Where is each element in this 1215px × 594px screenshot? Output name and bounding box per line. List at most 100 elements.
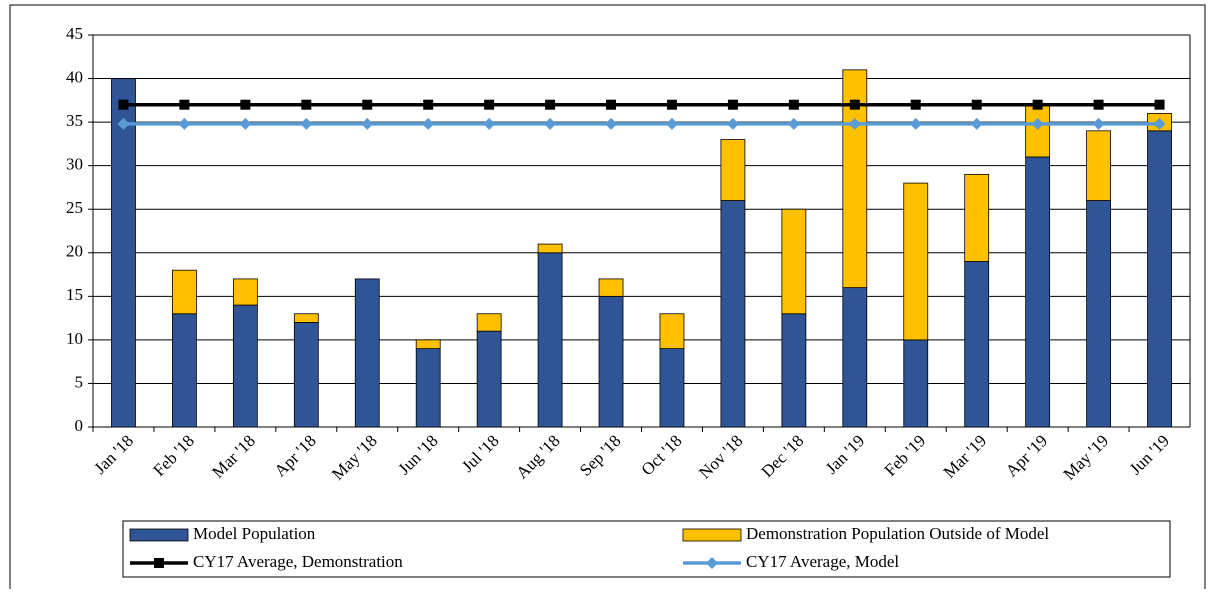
marker bbox=[910, 99, 921, 110]
bar bbox=[781, 313, 807, 428]
marker bbox=[727, 99, 738, 110]
marker bbox=[240, 99, 251, 110]
marker bbox=[1031, 117, 1044, 130]
x-tick-label: Oct '18 bbox=[638, 431, 686, 479]
y-tick-label: 30 bbox=[66, 155, 83, 174]
marker bbox=[605, 117, 618, 130]
marker bbox=[970, 117, 983, 130]
bar bbox=[415, 348, 441, 428]
x-tick-label: May '18 bbox=[328, 431, 381, 484]
bar bbox=[903, 339, 929, 428]
x-tick-label: Jan '19 bbox=[822, 431, 869, 478]
marker bbox=[909, 117, 922, 130]
marker bbox=[788, 99, 799, 110]
y-tick-label: 25 bbox=[66, 198, 83, 217]
bar bbox=[1147, 130, 1172, 428]
marker bbox=[787, 117, 800, 130]
marker bbox=[301, 99, 312, 110]
marker bbox=[1092, 117, 1105, 130]
legend-marker bbox=[706, 557, 718, 569]
bar bbox=[1086, 200, 1111, 428]
bar bbox=[537, 243, 563, 254]
marker bbox=[1153, 117, 1166, 130]
marker bbox=[544, 117, 557, 130]
x-tick-label: Mar '19 bbox=[940, 431, 991, 482]
y-tick-label: 45 bbox=[66, 24, 83, 43]
x-tick-label: Apr '18 bbox=[271, 431, 320, 480]
marker bbox=[545, 99, 556, 110]
bar bbox=[1086, 130, 1111, 201]
y-tick-label: 10 bbox=[66, 329, 83, 348]
x-tick-label: Jul '18 bbox=[458, 431, 503, 476]
bar bbox=[720, 200, 746, 428]
x-tick-label: May '19 bbox=[1060, 431, 1113, 484]
bar bbox=[172, 269, 197, 315]
x-tick-label: Dec '18 bbox=[757, 431, 807, 481]
marker bbox=[423, 99, 434, 110]
marker bbox=[1154, 99, 1165, 110]
marker bbox=[239, 117, 252, 130]
legend-marker bbox=[154, 558, 164, 568]
bar bbox=[476, 330, 502, 428]
bar bbox=[964, 173, 990, 262]
x-tick-label: Jun '19 bbox=[1126, 431, 1173, 478]
x-tick-label: Sep '18 bbox=[576, 431, 625, 480]
legend-label: CY17 Average, Demonstration bbox=[193, 552, 403, 571]
marker bbox=[300, 117, 313, 130]
bar bbox=[1025, 156, 1051, 428]
marker bbox=[665, 117, 678, 130]
bar bbox=[232, 278, 258, 306]
marker bbox=[971, 99, 982, 110]
bar bbox=[172, 313, 197, 428]
bar bbox=[232, 304, 258, 428]
bar bbox=[537, 252, 563, 428]
y-tick-label: 40 bbox=[66, 67, 83, 86]
marker bbox=[606, 99, 617, 110]
y-tick-label: 20 bbox=[66, 242, 83, 261]
x-tick-label: Apr '19 bbox=[1002, 431, 1051, 480]
y-tick-label: 5 bbox=[75, 372, 84, 391]
marker bbox=[179, 99, 190, 110]
x-tick-label: Feb '19 bbox=[881, 431, 930, 480]
legend-label: CY17 Average, Model bbox=[746, 552, 899, 571]
marker bbox=[848, 117, 861, 130]
marker bbox=[849, 99, 860, 110]
chart-frame bbox=[9, 4, 1206, 594]
x-tick-label: Jun '18 bbox=[394, 431, 441, 478]
bar bbox=[781, 208, 807, 315]
marker bbox=[422, 117, 435, 130]
bar bbox=[111, 78, 136, 428]
x-tick-label: Aug '18 bbox=[512, 431, 563, 482]
marker bbox=[361, 117, 374, 130]
bar bbox=[842, 287, 868, 428]
bar bbox=[598, 278, 624, 297]
bar bbox=[598, 295, 624, 428]
bar bbox=[293, 313, 319, 323]
legend-label: Demonstration Population Outside of Mode… bbox=[746, 524, 1049, 543]
legend-swatch bbox=[129, 528, 189, 542]
x-tick-label: Feb '18 bbox=[149, 431, 198, 480]
x-tick-label: Mar '18 bbox=[208, 431, 259, 482]
legend-box bbox=[122, 520, 1171, 578]
marker bbox=[117, 117, 130, 130]
y-tick-label: 15 bbox=[66, 285, 83, 304]
marker bbox=[1093, 99, 1104, 110]
bar bbox=[659, 348, 685, 428]
marker bbox=[483, 117, 496, 130]
legend-swatch bbox=[682, 528, 742, 542]
bar bbox=[476, 313, 502, 332]
bar bbox=[354, 278, 380, 428]
y-tick-label: 35 bbox=[66, 111, 83, 130]
marker bbox=[726, 117, 739, 130]
marker bbox=[178, 117, 191, 130]
marker bbox=[118, 99, 129, 110]
bar bbox=[720, 139, 746, 201]
marker bbox=[666, 99, 677, 110]
x-tick-label: Jan '18 bbox=[90, 431, 137, 478]
marker bbox=[484, 99, 495, 110]
y-tick-label: 0 bbox=[75, 416, 84, 435]
legend-label: Model Population bbox=[193, 524, 316, 543]
bar bbox=[415, 339, 441, 349]
x-tick-label: Nov '18 bbox=[695, 431, 746, 482]
